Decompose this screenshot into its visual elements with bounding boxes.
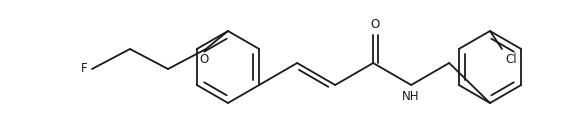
Text: Cl: Cl	[505, 53, 517, 66]
Text: NH: NH	[402, 90, 419, 103]
Text: O: O	[200, 53, 209, 66]
Text: F: F	[81, 63, 87, 75]
Text: O: O	[371, 18, 380, 31]
